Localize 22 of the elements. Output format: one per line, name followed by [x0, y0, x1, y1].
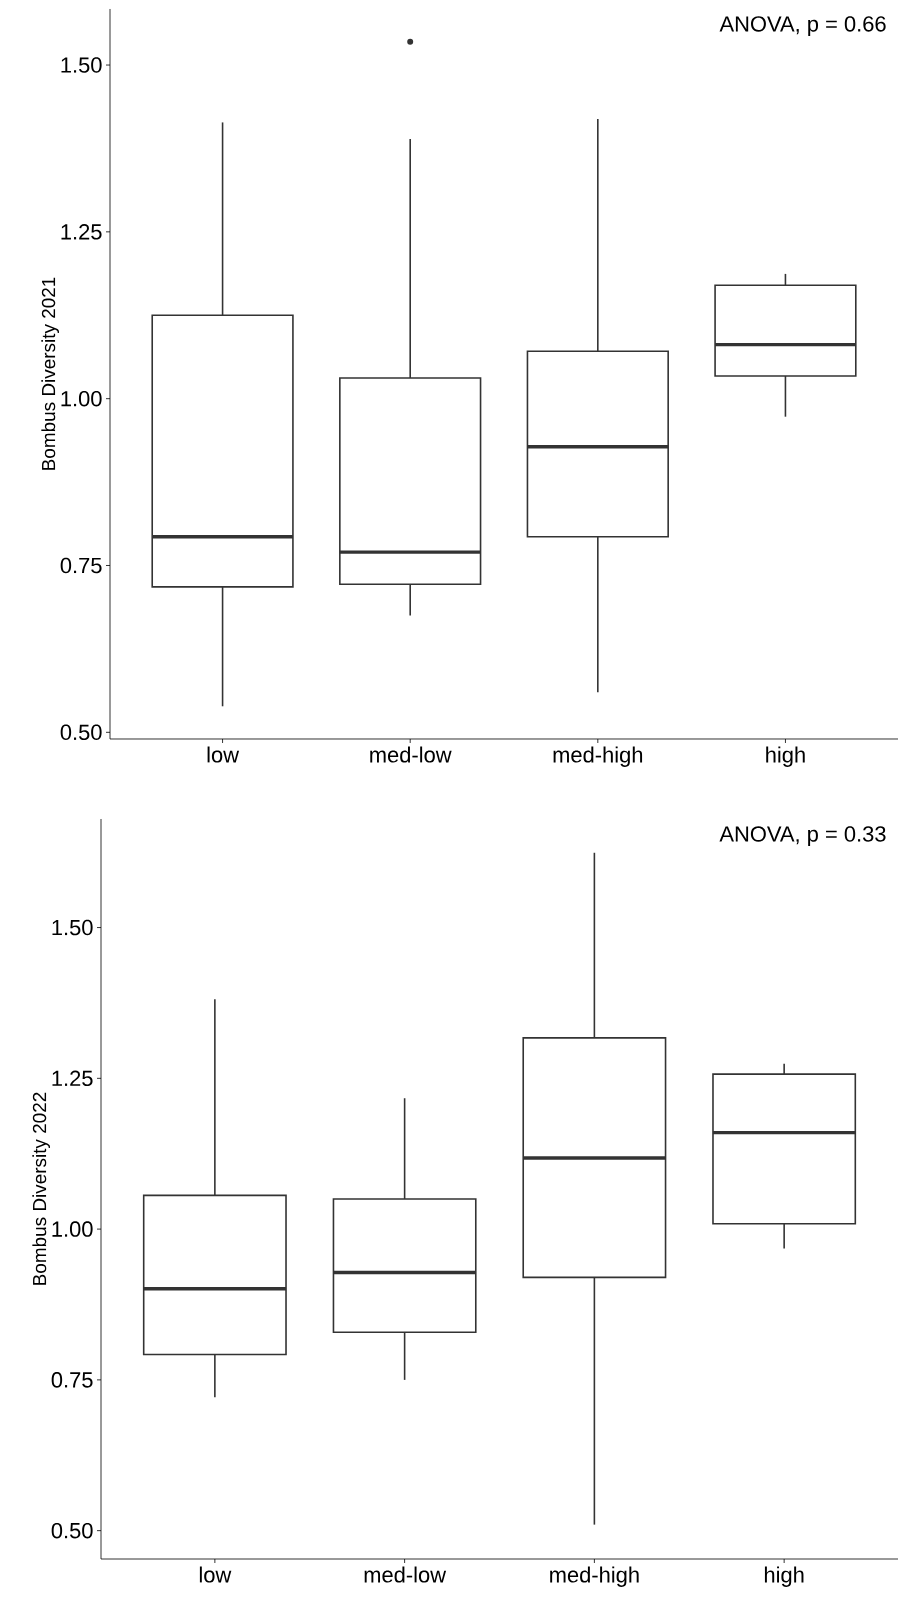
- x-tick-label: low: [207, 746, 240, 763]
- annotation: ANOVA, p = 0.66: [719, 16, 886, 37]
- y-tick-label: 0.75: [60, 557, 102, 574]
- y-tick-label: 1.50: [61, 57, 102, 73]
- x-tick-label: high: [766, 746, 805, 767]
- x-tick-label: med-high: [553, 746, 643, 767]
- annotation: ANOVA, p = 0.33: [719, 826, 886, 847]
- x-tick-label: low: [199, 1566, 232, 1583]
- y-tick-label: 0.50: [60, 724, 102, 741]
- y-tick-label: 1.25: [61, 224, 102, 240]
- y-tick-label: 1.00: [52, 1221, 93, 1237]
- y-tick-label: 1.50: [52, 919, 93, 936]
- y-tick-label: 0.75: [51, 1372, 93, 1388]
- y-tick-label: 0.50: [51, 1522, 93, 1539]
- x-tick-label: med-high: [550, 1566, 639, 1587]
- y-axis-title: Bombus Diversity 2021: [41, 277, 59, 470]
- x-tick-label: high: [764, 1566, 804, 1587]
- y-tick-label: 1.00: [61, 390, 102, 407]
- y-axis-title: Bombus Diversity 2022: [32, 1092, 50, 1285]
- x-tick-label: med-low: [370, 746, 452, 763]
- x-tick-label: med-low: [364, 1566, 447, 1583]
- y-tick-label: 1.25: [52, 1070, 93, 1087]
